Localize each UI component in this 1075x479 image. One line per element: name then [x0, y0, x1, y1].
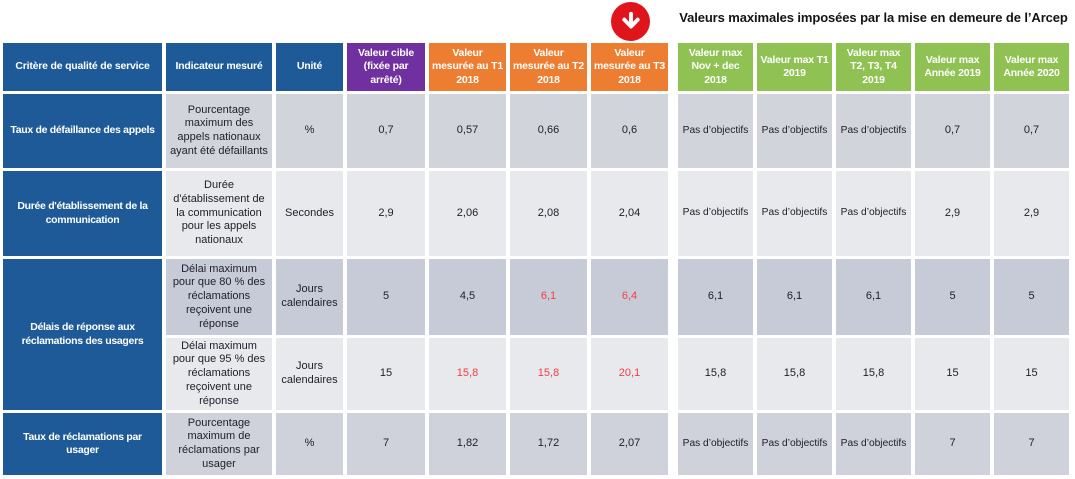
row2-t2-2018: 2,08: [510, 171, 587, 256]
row3-max-t1-2019: 6,1: [757, 259, 832, 335]
row4-max-t2-t3-t4-2019: 15,8: [836, 338, 911, 410]
row2-max-t1-2019: Pas d’objectifs: [757, 171, 832, 256]
qos-table: Critère de qualité de service Indicateur…: [3, 43, 1069, 475]
row5-max-nov-dec-2018: Pas d’objectifs: [678, 413, 753, 475]
row5-t3-2018: 2,07: [591, 413, 668, 475]
row4-t1-2018: 15,8: [429, 338, 506, 410]
col-header-max-t1-2019: Valeur max T1 2019: [757, 43, 832, 91]
column-gap: [672, 43, 674, 91]
row5-max-t1-2019: Pas d’objectifs: [757, 413, 832, 475]
row1-t3-2018: 0,6: [591, 94, 668, 168]
row4-indicateur: Délai maximum pour que 95 % des réclamat…: [166, 338, 272, 410]
col-header-unite: Unité: [276, 43, 343, 91]
row3-max-annee-2019: 5: [915, 259, 990, 335]
row2-critere: Durée d'établissement de la communicatio…: [3, 171, 162, 256]
row2-t3-2018: 2,04: [591, 171, 668, 256]
row2-max-annee-2019: 2,9: [915, 171, 990, 256]
col-header-max-annee-2019: Valeur max Année 2019: [915, 43, 990, 91]
row1-max-nov-dec-2018: Pas d’objectifs: [678, 94, 753, 168]
row3-indicateur: Délai maximum pour que 80 % des réclamat…: [166, 259, 272, 335]
column-gap: [672, 171, 674, 256]
row2-unite: Secondes: [276, 171, 343, 256]
row5-max-annee-2019: 7: [915, 413, 990, 475]
row3-t2-2018: 6,1: [510, 259, 587, 335]
row1-t1-2018: 0,57: [429, 94, 506, 168]
row4-max-annee-2020: 15: [994, 338, 1069, 410]
col-header-max-nov-dec-2018: Valeur max Nov + dec 2018: [678, 43, 753, 91]
row3-critere: Délais de réponse aux réclamations des u…: [3, 259, 162, 410]
col-header-t3-2018: Valeur mesurée au T3 2018: [591, 43, 668, 91]
row1-max-t2-t3-t4-2019: Pas d’objectifs: [836, 94, 911, 168]
row3-max-t2-t3-t4-2019: 6,1: [836, 259, 911, 335]
row4-t2-2018: 15,8: [510, 338, 587, 410]
row4-max-nov-dec-2018: 15,8: [678, 338, 753, 410]
row5-indicateur: Pourcentage maximum de réclamations par …: [166, 413, 272, 475]
row1-max-annee-2019: 0,7: [915, 94, 990, 168]
row1-max-t1-2019: Pas d’objectifs: [757, 94, 832, 168]
row5-max-t2-t3-t4-2019: Pas d’objectifs: [836, 413, 911, 475]
row5-unite: %: [276, 413, 343, 475]
row5-max-annee-2020: 7: [994, 413, 1069, 475]
column-gap: [672, 338, 674, 410]
row3-unite: Jours calendaires: [276, 259, 343, 335]
row3-t1-2018: 4,5: [429, 259, 506, 335]
row1-t2-2018: 0,66: [510, 94, 587, 168]
row4-t3-2018: 20,1: [591, 338, 668, 410]
row2-valeur-cible: 2,9: [347, 171, 425, 256]
row3-max-annee-2020: 5: [994, 259, 1069, 335]
col-header-t2-2018: Valeur mesurée au T2 2018: [510, 43, 587, 91]
row3-max-nov-dec-2018: 6,1: [678, 259, 753, 335]
row4-max-annee-2019: 15: [915, 338, 990, 410]
column-gap: [672, 94, 674, 168]
red-down-arrow-icon: [611, 2, 650, 41]
row1-unite: %: [276, 94, 343, 168]
row1-max-annee-2020: 0,7: [994, 94, 1069, 168]
right-section-title: Valeurs maximales imposées par la mise e…: [679, 10, 1068, 25]
row1-indicateur: Pourcentage maximum des appels nationaux…: [166, 94, 272, 168]
row3-valeur-cible: 5: [347, 259, 425, 335]
row2-indicateur: Durée d'établissement de la communicatio…: [166, 171, 272, 256]
row4-valeur-cible: 15: [347, 338, 425, 410]
col-header-indicateur: Indicateur mesuré: [166, 43, 272, 91]
row5-valeur-cible: 7: [347, 413, 425, 475]
col-header-t1-2018: Valeur mesurée au T1 2018: [429, 43, 506, 91]
down-arrow-glyph: [621, 11, 640, 28]
row2-max-t2-t3-t4-2019: Pas d’objectifs: [836, 171, 911, 256]
row5-t1-2018: 1,82: [429, 413, 506, 475]
row3-t3-2018: 6,4: [591, 259, 668, 335]
row1-valeur-cible: 0,7: [347, 94, 425, 168]
column-gap: [672, 413, 674, 475]
col-header-valeur-cible: Valeur cible (fixée par arrêté): [347, 43, 425, 91]
row2-max-nov-dec-2018: Pas d’objectifs: [678, 171, 753, 256]
row4-unite: Jours calendaires: [276, 338, 343, 410]
row5-critere: Taux de réclamations par usager: [3, 413, 162, 475]
row2-t1-2018: 2,06: [429, 171, 506, 256]
col-header-max-t2-t3-t4-2019: Valeur max T2, T3, T4 2019: [836, 43, 911, 91]
column-gap: [672, 259, 674, 335]
col-header-max-annee-2020: Valeur max Année 2020: [994, 43, 1069, 91]
row1-critere: Taux de défaillance des appels: [3, 94, 162, 168]
row5-t2-2018: 1,72: [510, 413, 587, 475]
row2-max-annee-2020: 2,9: [994, 171, 1069, 256]
col-header-critere: Critère de qualité de service: [3, 43, 162, 91]
row4-max-t1-2019: 15,8: [757, 338, 832, 410]
